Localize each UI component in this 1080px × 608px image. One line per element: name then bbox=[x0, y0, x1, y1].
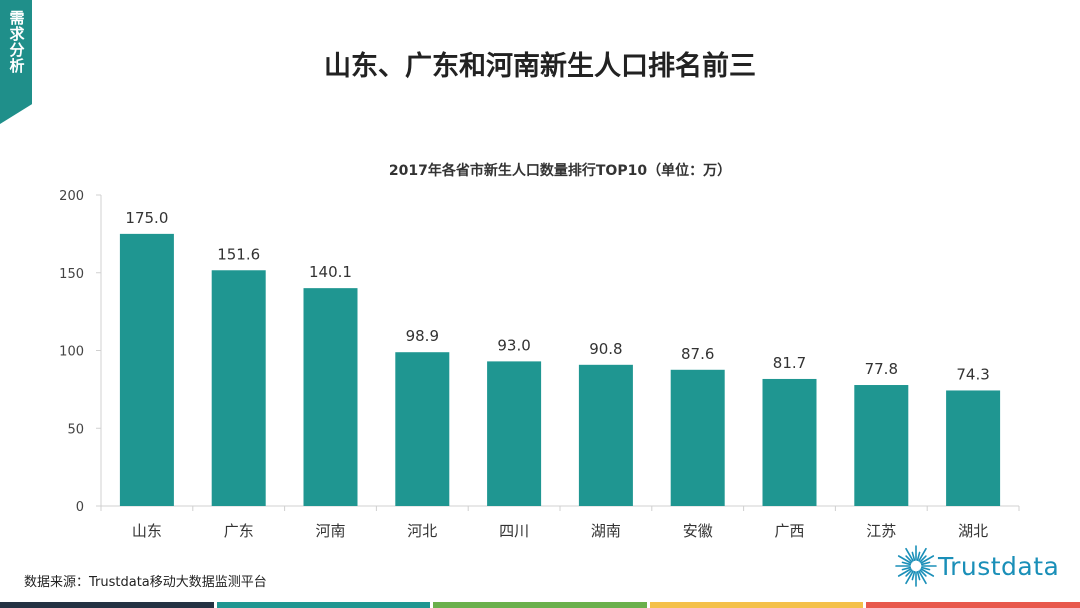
logo-ray bbox=[905, 547, 914, 562]
bar-value-label: 140.1 bbox=[309, 263, 352, 281]
x-category-label: 安徽 bbox=[683, 522, 713, 540]
bar bbox=[762, 378, 817, 506]
bar-value-label: 98.9 bbox=[406, 327, 439, 345]
logo-ray bbox=[920, 555, 935, 564]
bar-value-label: 77.8 bbox=[865, 360, 898, 378]
logo-ray bbox=[905, 569, 913, 577]
y-tick-label: 100 bbox=[59, 345, 84, 360]
logo-ray bbox=[921, 566, 931, 571]
bar bbox=[395, 352, 450, 506]
logo-ray bbox=[918, 570, 927, 585]
bar-value-label: 90.8 bbox=[589, 340, 622, 358]
bar-value-label: 151.6 bbox=[217, 245, 260, 263]
bar bbox=[211, 270, 266, 506]
strip-segment bbox=[433, 602, 647, 608]
x-category-label: 山东 bbox=[132, 522, 162, 540]
logo-ray bbox=[897, 555, 912, 564]
footer-color-strip bbox=[0, 602, 1080, 608]
logo-ray bbox=[911, 571, 916, 581]
trustdata-logo: Trustdata bbox=[894, 538, 1069, 598]
strip-segment bbox=[649, 602, 864, 608]
logo-ray bbox=[911, 551, 916, 561]
logo-ray bbox=[918, 547, 927, 562]
page-title: 山东、广东和河南新生人口排名前三 bbox=[324, 51, 756, 82]
logo-ray bbox=[916, 571, 921, 581]
logo-ray bbox=[897, 568, 912, 577]
data-source-note: 数据来源：Trustdata移动大数据监测平台 bbox=[24, 575, 267, 590]
logo-ray bbox=[905, 555, 913, 563]
y-tick-label: 200 bbox=[59, 189, 84, 204]
x-category-label: 四川 bbox=[499, 522, 529, 540]
section-tab-label: 需求分析 bbox=[7, 10, 26, 74]
bar-value-label: 175.0 bbox=[125, 209, 168, 227]
bar bbox=[946, 390, 1001, 506]
bar bbox=[578, 364, 633, 506]
chart-title: 2017年各省市新生人口数量排行TOP10（单位：万） bbox=[388, 163, 732, 179]
y-tick-label: 0 bbox=[76, 500, 84, 515]
x-category-label: 河南 bbox=[315, 522, 345, 540]
strip-segment bbox=[0, 602, 214, 608]
logo-ray bbox=[919, 569, 927, 577]
section-tab: 需求分析 bbox=[0, 0, 32, 124]
x-category-label: 广东 bbox=[224, 522, 254, 540]
starburst-logo-icon bbox=[895, 545, 937, 587]
x-category-label: 江苏 bbox=[866, 522, 896, 540]
logo-ray bbox=[901, 561, 911, 566]
x-category-label: 广西 bbox=[774, 522, 804, 540]
logo-ray bbox=[916, 551, 921, 561]
y-tick-label: 150 bbox=[59, 267, 84, 282]
logo-ray bbox=[920, 568, 935, 577]
logo-ray bbox=[905, 570, 914, 585]
bar bbox=[670, 369, 725, 506]
bar-value-label: 93.0 bbox=[497, 336, 530, 354]
logo-ray bbox=[921, 561, 931, 566]
y-tick-label: 50 bbox=[67, 422, 84, 437]
x-category-label: 河北 bbox=[407, 522, 437, 540]
bar-value-label: 74.3 bbox=[956, 365, 989, 383]
logo-text: Trustdata bbox=[938, 552, 1060, 581]
bar bbox=[487, 361, 542, 506]
bar bbox=[119, 233, 174, 506]
bar bbox=[303, 288, 358, 506]
bar bbox=[854, 385, 909, 506]
strip-segment bbox=[216, 602, 431, 608]
x-category-label: 湖北 bbox=[958, 522, 988, 540]
logo-ray bbox=[901, 566, 911, 571]
strip-segment bbox=[866, 602, 1080, 608]
x-category-label: 湖南 bbox=[591, 522, 621, 540]
logo-ray bbox=[919, 555, 927, 563]
bar-value-label: 87.6 bbox=[681, 345, 714, 363]
bar-value-label: 81.7 bbox=[773, 354, 806, 372]
